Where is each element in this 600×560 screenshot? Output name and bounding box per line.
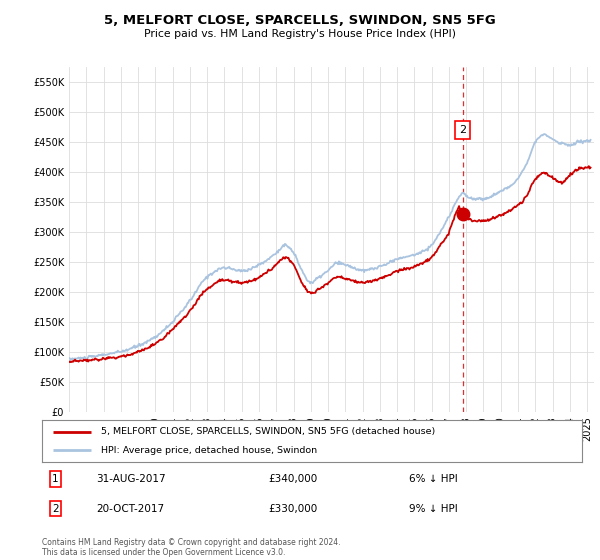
Text: 9% ↓ HPI: 9% ↓ HPI — [409, 503, 458, 514]
Text: HPI: Average price, detached house, Swindon: HPI: Average price, detached house, Swin… — [101, 446, 317, 455]
Text: Price paid vs. HM Land Registry's House Price Index (HPI): Price paid vs. HM Land Registry's House … — [144, 29, 456, 39]
Text: 2: 2 — [52, 503, 59, 514]
Text: £330,000: £330,000 — [269, 503, 318, 514]
Text: 20-OCT-2017: 20-OCT-2017 — [96, 503, 164, 514]
Text: 6% ↓ HPI: 6% ↓ HPI — [409, 474, 458, 484]
Text: 2: 2 — [459, 125, 466, 135]
Text: 5, MELFORT CLOSE, SPARCELLS, SWINDON, SN5 5FG (detached house): 5, MELFORT CLOSE, SPARCELLS, SWINDON, SN… — [101, 427, 436, 436]
Text: 31-AUG-2017: 31-AUG-2017 — [96, 474, 166, 484]
Text: 1: 1 — [52, 474, 59, 484]
Text: 5, MELFORT CLOSE, SPARCELLS, SWINDON, SN5 5FG: 5, MELFORT CLOSE, SPARCELLS, SWINDON, SN… — [104, 14, 496, 27]
Text: Contains HM Land Registry data © Crown copyright and database right 2024.
This d: Contains HM Land Registry data © Crown c… — [42, 538, 341, 557]
Text: £340,000: £340,000 — [269, 474, 318, 484]
